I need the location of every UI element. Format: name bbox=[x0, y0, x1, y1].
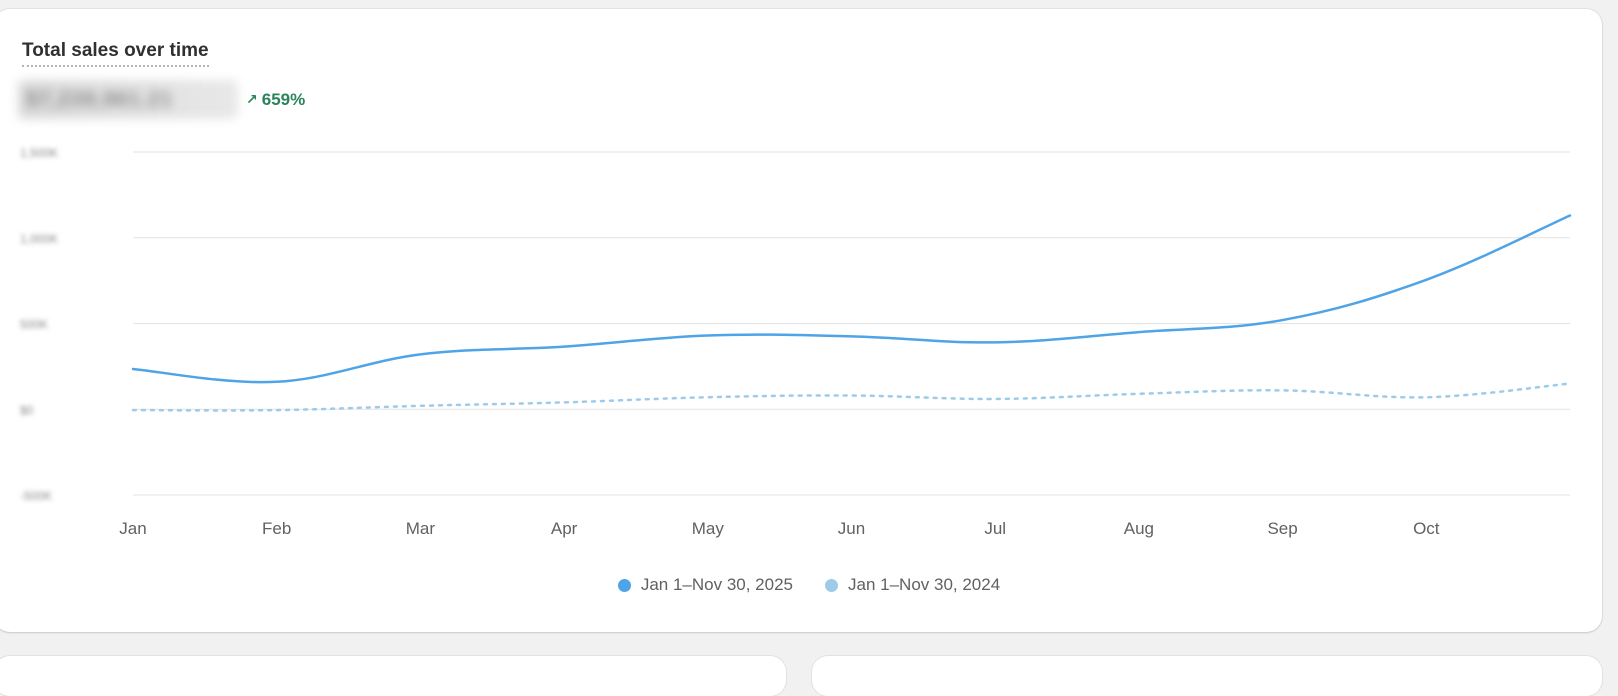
sales-line-chart[interactable]: 1,500K 1,000K 500K $0 -500K Jan Feb Mar Apr May Ju… bbox=[0, 0, 1618, 560]
metric-row: $7,239,961.21 ↗ 659% bbox=[18, 80, 305, 119]
series-line-2024[interactable] bbox=[131, 382, 1572, 412]
x-tick-label: Jun bbox=[838, 519, 865, 538]
y-tick-label: $0 bbox=[20, 403, 34, 417]
total-sales-value: $7,239,961.21 bbox=[18, 80, 238, 119]
lower-left-card bbox=[0, 656, 786, 696]
x-tick-label: Apr bbox=[551, 519, 578, 538]
arrow-up-right-icon: ↗ bbox=[246, 91, 258, 107]
y-tick-label: 500K bbox=[20, 318, 48, 332]
x-tick-label: Mar bbox=[406, 519, 436, 538]
legend-dot-icon bbox=[825, 578, 838, 592]
x-tick-label: Oct bbox=[1413, 519, 1440, 538]
y-tick-label: 1,500K bbox=[20, 146, 58, 160]
x-tick-label: Feb bbox=[262, 519, 291, 538]
legend-label: Jan 1–Nov 30, 2024 bbox=[848, 575, 1001, 594]
x-tick-label: Sep bbox=[1267, 519, 1297, 538]
x-tick-label: Aug bbox=[1124, 519, 1154, 538]
x-tick-label: Jul bbox=[984, 519, 1006, 538]
legend-dot-icon bbox=[617, 578, 631, 592]
x-tick-label: May bbox=[692, 519, 725, 538]
legend-item-2024[interactable]: Jan 1–Nov 30, 2024 bbox=[825, 575, 1000, 595]
series-line-2025[interactable] bbox=[131, 214, 1572, 384]
y-tick-label: 1,000K bbox=[20, 232, 58, 246]
lower-right-card bbox=[812, 656, 1602, 696]
legend-label: Jan 1–Nov 30, 2025 bbox=[640, 575, 793, 594]
x-tick-label: Jan bbox=[119, 519, 146, 538]
y-tick-label: -500K bbox=[20, 489, 52, 503]
card-title[interactable]: Total sales over time bbox=[22, 40, 209, 67]
sales-card bbox=[0, 9, 1602, 632]
chart-legend: Jan 1–Nov 30, 2025 Jan 1–Nov 30, 2024 bbox=[0, 575, 1618, 595]
change-percent: 659% bbox=[261, 89, 306, 109]
change-badge: ↗ 659% bbox=[246, 90, 305, 110]
legend-item-2025[interactable]: Jan 1–Nov 30, 2025 bbox=[617, 575, 793, 595]
